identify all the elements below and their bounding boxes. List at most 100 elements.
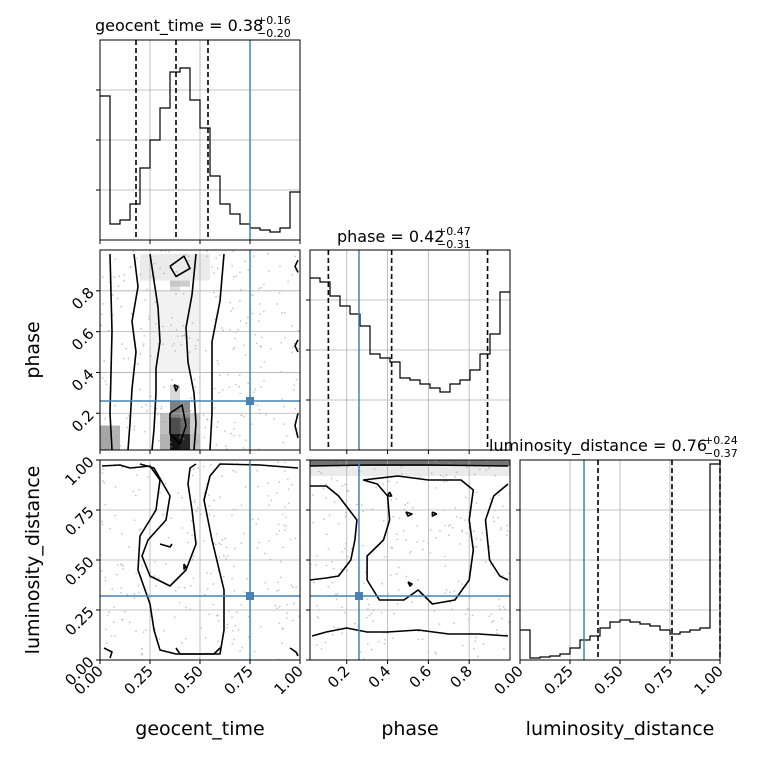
- luminosity_distance_vs_geocent_time-sample-point: [267, 482, 269, 484]
- phase_vs_geocent_time-sample-point: [216, 359, 219, 362]
- luminosity_distance_vs_geocent_time-sample-point: [153, 575, 156, 577]
- luminosity_distance_vs_phase-sample-point: [445, 473, 448, 476]
- luminosity_distance_vs_phase-sample-point: [395, 533, 398, 536]
- luminosity_distance_vs_geocent_time-sample-point: [232, 469, 235, 472]
- phase_vs_geocent_time-sample-point: [144, 299, 146, 301]
- luminosity_distance_vs_phase-sample-point: [493, 520, 496, 523]
- phase_vs_geocent_time-sample-point: [104, 380, 106, 383]
- luminosity_distance_vs_phase-sample-point: [398, 517, 401, 520]
- phase_vs_geocent_time-sample-point: [206, 255, 208, 258]
- luminosity_distance_vs_geocent_time-sample-point: [231, 642, 234, 645]
- luminosity_distance_vs_geocent_time-sample-point: [293, 602, 295, 605]
- phase_vs_geocent_time-sample-point: [284, 336, 286, 339]
- phase_vs_geocent_time-sample-point: [155, 407, 158, 410]
- luminosity_distance_vs_geocent_time-sample-point: [233, 589, 236, 592]
- phase_vs_geocent_time-sample-point: [244, 439, 247, 442]
- luminosity_distance_vs_phase-sample-point: [397, 566, 400, 569]
- luminosity_distance_vs_phase-sample-point: [325, 533, 328, 536]
- luminosity_distance_vs_phase-sample-point: [400, 465, 403, 468]
- luminosity_distance_vs_phase-sample-point: [481, 532, 484, 534]
- phase_vs_geocent_time-sample-point: [125, 347, 127, 350]
- luminosity_distance_vs_geocent_time-sample-point: [239, 650, 241, 652]
- luminosity_distance_vs_phase-sample-point: [464, 613, 467, 615]
- luminosity_distance_vs_geocent_time-sample-point: [285, 525, 288, 528]
- phase_vs_geocent_time-sample-point: [251, 312, 254, 315]
- luminosity_distance_vs_geocent_time-sample-point: [202, 465, 205, 468]
- phase_vs_geocent_time-sample-point: [290, 324, 293, 327]
- phase_vs_geocent_time-sample-point: [203, 436, 206, 439]
- luminosity_distance_vs_geocent_time-sample-point: [286, 603, 289, 606]
- luminosity_distance_vs_phase-sample-point: [445, 588, 448, 591]
- phase_vs_geocent_time-sample-point: [175, 293, 177, 295]
- luminosity_distance_vs_phase-sample-point: [404, 503, 406, 506]
- luminosity_distance_vs_geocent_time-sample-point: [281, 642, 284, 645]
- luminosity_distance_vs_geocent_time-sample-point: [204, 636, 207, 639]
- luminosity_distance_vs_phase-sample-point: [478, 468, 481, 471]
- luminosity_distance_vs_geocent_time-sample-point: [108, 611, 110, 614]
- luminosity_distance_vs_geocent_time-sample-point: [181, 527, 184, 529]
- luminosity_distance_vs_geocent_time-sample-point: [267, 588, 269, 590]
- luminosity_distance_vs_geocent_time-sample-point: [133, 597, 136, 600]
- luminosity_distance_vs_phase-sample-point: [320, 472, 323, 475]
- luminosity_distance_vs_phase-sample-point: [338, 462, 341, 465]
- phase_vs_geocent_time-sample-point: [146, 288, 148, 291]
- luminosity_distance_vs_geocent_time-sample-point: [135, 572, 138, 575]
- phase_vs_geocent_time-density-cell: [160, 413, 170, 434]
- luminosity_distance_vs_geocent_time-sample-point: [135, 474, 138, 476]
- luminosity_distance_vs_geocent_time-sample-point: [255, 523, 258, 526]
- luminosity_distance_vs_geocent_time-sample-point: [196, 506, 199, 509]
- luminosity_distance_vs_geocent_time-sample-point: [121, 466, 124, 469]
- luminosity_distance_vs_phase-sample-point: [466, 608, 469, 610]
- phase_vs_geocent_time-contour-line: [109, 254, 113, 451]
- luminosity_distance_vs_phase-sample-point: [473, 473, 476, 476]
- luminosity_distance_vs_phase-sample-point: [343, 611, 346, 614]
- phase_vs_geocent_time-density-cell: [180, 401, 190, 418]
- phase_vs_geocent_time-sample-point: [145, 403, 148, 406]
- luminosity_distance_vs_phase-sample-point: [439, 529, 441, 532]
- luminosity_distance_vs_phase-sample-point: [347, 490, 350, 492]
- phase_vs_geocent_time-sample-point: [121, 343, 124, 345]
- luminosity_distance_vs_geocent_time-sample-point: [290, 483, 293, 486]
- phase_vs_geocent_time-sample-point: [278, 291, 281, 294]
- luminosity_distance_vs_geocent_time-sample-point: [281, 513, 284, 516]
- luminosity_distance_vs_geocent_time-sample-point: [243, 591, 246, 594]
- phase_vs_geocent_time-sample-point: [291, 273, 294, 276]
- luminosity_distance_vs_geocent_time-sample-point: [291, 619, 294, 622]
- phase_vs_geocent_time-sample-point: [148, 318, 150, 320]
- phase_vs_geocent_time-sample-point: [204, 349, 207, 352]
- phase_vs_geocent_time-sample-point: [239, 319, 242, 322]
- luminosity_distance_vs_phase-sample-point: [344, 547, 346, 550]
- luminosity_distance_vs_phase-sample-point: [438, 623, 441, 625]
- phase_vs_geocent_time-sample-point: [239, 299, 241, 302]
- luminosity_distance_vs_phase-sample-point: [377, 640, 380, 643]
- luminosity_distance_vs_geocent_time-sample-point: [123, 610, 126, 613]
- phase_vs_geocent_time-sample-point: [170, 378, 173, 381]
- luminosity_distance_vs_geocent_time-sample-point: [276, 581, 279, 584]
- luminosity_distance_vs_geocent_time-sample-point: [275, 492, 278, 495]
- phase_vs_geocent_time-contour-line: [127, 254, 139, 451]
- luminosity_distance_vs_geocent_time-sample-point: [219, 543, 222, 546]
- luminosity_distance_vs_geocent_time-sample-point: [105, 628, 107, 631]
- luminosity_distance_vs_phase-sample-point: [459, 517, 462, 519]
- luminosity_distance_vs_phase-sample-point: [322, 487, 325, 490]
- luminosity_distance_vs_phase-sample-point: [391, 637, 394, 640]
- phase_vs_geocent_time-sample-point: [178, 436, 181, 439]
- luminosity_distance_vs_phase-sample-point: [316, 554, 319, 557]
- luminosity_distance_vs_phase-sample-point: [383, 642, 386, 645]
- luminosity_distance_vs_geocent_time-sample-point: [191, 558, 194, 560]
- phase_vs_geocent_time-sample-point: [211, 266, 213, 268]
- luminosity_distance_vs_phase-sample-point: [383, 556, 386, 558]
- luminosity_distance_vs_geocent_time-sample-point: [141, 565, 143, 567]
- phase_vs_geocent_time-sample-point: [215, 426, 218, 428]
- phase_vs_geocent_time-sample-point: [176, 270, 178, 273]
- luminosity_distance_vs_geocent_time-sample-point: [219, 496, 222, 498]
- luminosity_distance_vs_geocent_time-sample-point: [170, 517, 172, 520]
- phase_vs_geocent_time-contour-line: [294, 259, 299, 273]
- luminosity_distance_vs_phase-density-cell: [310, 466, 510, 476]
- phase_vs_geocent_time-sample-point: [179, 413, 182, 416]
- luminosity_distance_vs_phase-sample-point: [362, 544, 365, 547]
- luminosity_distance_vs_geocent_time-sample-point: [214, 543, 217, 546]
- luminosity_distance_vs_phase-sample-point: [505, 633, 507, 636]
- phase_vs_geocent_time-sample-point: [239, 288, 242, 291]
- luminosity_distance_vs_phase-sample-point: [375, 486, 377, 489]
